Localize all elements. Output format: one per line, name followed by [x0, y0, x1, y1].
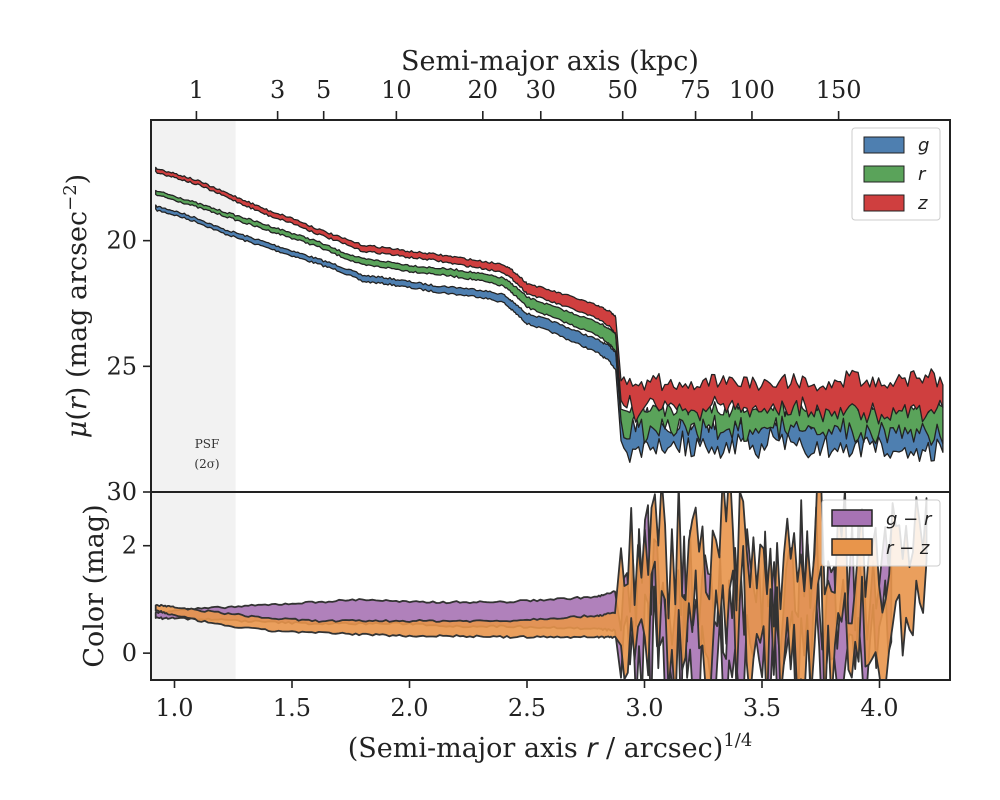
bottom-panel-frame [150, 491, 951, 681]
arcsec-axis-ticks: 1.0 1.5 2.0 2.5 3.0 3.5 4.0 [155, 680, 899, 722]
kpc-tick-label: 50 [607, 76, 638, 104]
x-tick-label: 3.0 [625, 694, 663, 722]
y-tick-label: 30 [106, 478, 137, 506]
unit-close: ) [62, 174, 93, 185]
x-tick-label: 3.5 [743, 694, 781, 722]
psf-label-line1: PSF [195, 437, 220, 451]
surface-brightness-y-ticks: 20 25 30 [106, 227, 151, 506]
psf-label-line2: (2σ) [194, 457, 219, 471]
kpc-tick-label: 20 [468, 76, 499, 104]
legend-label-g-r: g − r [886, 509, 933, 530]
kpc-axis-title: Semi-major axis (kpc) [401, 46, 699, 77]
legend-swatch-r [863, 165, 905, 183]
kpc-tick-label: 150 [816, 76, 862, 104]
band-z [155, 166, 944, 425]
legend-label-g: g [918, 135, 929, 156]
legend-label-r: r [918, 164, 927, 185]
color-panel: 02 1.0 1.5 2.0 2.5 3.0 3.5 4.0 Color (mag) (Se… [79, 491, 951, 764]
unit-text: (mag arcsec [62, 211, 93, 387]
xlabel-pre: (Semi-major axis [348, 733, 587, 764]
r-symbol: r [62, 395, 93, 410]
xlabel-exponent: 1/4 [723, 730, 752, 751]
xlabel-r: r [586, 733, 599, 764]
color-y-title: Color (mag) [79, 504, 110, 667]
kpc-tick-label: 3 [270, 76, 285, 104]
surface-brightness-bands [155, 166, 944, 463]
legend-swatch-z [863, 194, 905, 212]
legend-swatch-g-r [831, 509, 873, 527]
x-tick-label: 1.5 [273, 694, 311, 722]
kpc-tick-label: 10 [381, 76, 412, 104]
legend-swatch-g [863, 136, 905, 154]
color-bands [154, 492, 928, 680]
kpc-tick-label: 5 [316, 76, 331, 104]
mu-symbol: μ [62, 421, 93, 439]
xlabel-mid: / arcsec) [597, 733, 723, 764]
paren-open: ( [62, 410, 93, 421]
kpc-tick-label: 1 [189, 76, 204, 104]
arcsec-axis-title: (Semi-major axis r / arcsec)1/4 [348, 730, 753, 764]
psf-shade-bottom [151, 492, 236, 680]
band-r [155, 189, 944, 446]
legend-label-z: z [917, 193, 928, 214]
surface-brightness-panel: 20 25 30 1 3 5 10 20 30 50 75 100 150 Semi-major ax… [60, 46, 951, 506]
kpc-tick-label: 100 [729, 76, 775, 104]
x-tick-label: 1.0 [155, 694, 193, 722]
color-legend: g − r r − z [821, 499, 941, 567]
x-tick-label: 2.0 [390, 694, 428, 722]
surface-brightness-legend: g r z [851, 127, 941, 221]
x-tick-label: 2.5 [508, 694, 546, 722]
kpc-axis-ticks: 1 3 5 10 20 30 50 75 100 150 [189, 76, 862, 120]
band-r-z [154, 492, 928, 680]
y-tick-label: 20 [106, 227, 137, 255]
psf-shade-top [151, 120, 236, 492]
legend-swatch-r-z [831, 538, 873, 556]
color-y-tick-label: 0 [122, 639, 137, 667]
paren-close-a: ) [62, 387, 93, 398]
x-tick-label: 4.0 [860, 694, 898, 722]
surface-brightness-y-title: μ(r) (mag arcsec−2) [60, 174, 93, 438]
color-y-ticks: 02 [122, 532, 151, 667]
kpc-tick-label: 30 [526, 76, 557, 104]
y-tick-label: 25 [106, 352, 137, 380]
color-y-tick-label: 2 [122, 532, 137, 560]
unit-exponent: −2 [60, 184, 81, 211]
kpc-tick-label: 75 [680, 76, 711, 104]
legend-label-r-z: r − z [886, 538, 930, 559]
